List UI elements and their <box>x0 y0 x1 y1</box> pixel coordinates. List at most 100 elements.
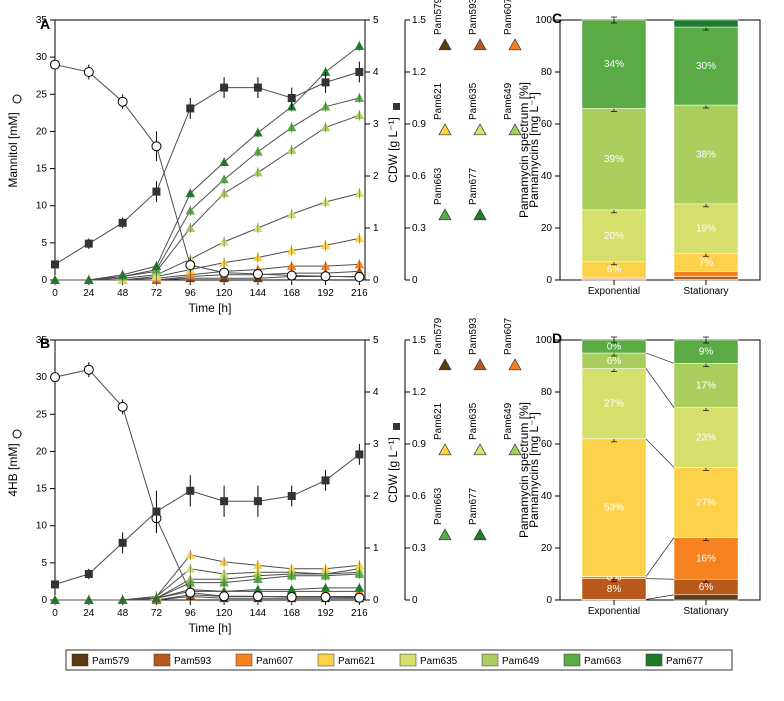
svg-text:Pamamycin spectrum [%]: Pamamycin spectrum [%] <box>517 402 531 538</box>
svg-text:17%: 17% <box>696 381 716 392</box>
svg-text:0.3: 0.3 <box>412 543 426 554</box>
svg-text:6%: 6% <box>699 582 714 593</box>
svg-text:15: 15 <box>36 164 48 175</box>
svg-text:216: 216 <box>351 288 368 299</box>
svg-text:2: 2 <box>373 491 379 502</box>
svg-text:CDW [g L⁻¹]: CDW [g L⁻¹] <box>386 117 400 183</box>
svg-text:27%: 27% <box>604 399 624 410</box>
svg-text:0.9: 0.9 <box>412 439 426 450</box>
svg-text:Pam649: Pam649 <box>503 82 514 120</box>
svg-text:0: 0 <box>41 595 47 606</box>
svg-text:216: 216 <box>351 608 368 619</box>
svg-text:0.6: 0.6 <box>412 171 426 182</box>
svg-text:0: 0 <box>41 275 47 286</box>
svg-text:6%: 6% <box>607 356 622 367</box>
svg-text:0: 0 <box>412 275 418 286</box>
svg-text:120: 120 <box>216 288 233 299</box>
svg-text:24: 24 <box>83 608 95 619</box>
svg-text:100: 100 <box>535 15 552 26</box>
svg-text:7%: 7% <box>699 257 714 268</box>
svg-text:20: 20 <box>36 446 48 457</box>
svg-text:20: 20 <box>36 126 48 137</box>
svg-text:5: 5 <box>41 558 47 569</box>
svg-text:10: 10 <box>36 201 48 212</box>
svg-text:Mannitol [mM]: Mannitol [mM] <box>6 112 20 187</box>
svg-text:Pamamycin spectrum [%]: Pamamycin spectrum [%] <box>517 82 531 218</box>
svg-text:8%: 8% <box>607 584 622 595</box>
svg-text:120: 120 <box>216 608 233 619</box>
svg-text:16%: 16% <box>696 553 716 564</box>
svg-text:34%: 34% <box>604 59 624 70</box>
svg-text:9%: 9% <box>699 347 714 358</box>
svg-text:Pam621: Pam621 <box>433 82 444 120</box>
svg-text:1.2: 1.2 <box>412 67 426 78</box>
svg-text:0: 0 <box>546 595 552 606</box>
svg-text:39%: 39% <box>604 154 624 165</box>
svg-text:15: 15 <box>36 484 48 495</box>
svg-text:Pam663: Pam663 <box>584 656 622 667</box>
svg-text:72: 72 <box>151 288 163 299</box>
svg-text:Pam607: Pam607 <box>503 317 514 355</box>
svg-text:Time [h]: Time [h] <box>189 301 232 315</box>
svg-text:Pam649: Pam649 <box>503 402 514 440</box>
svg-text:192: 192 <box>317 608 334 619</box>
svg-text:2: 2 <box>373 171 379 182</box>
svg-text:23%: 23% <box>696 433 716 444</box>
panel-label-A: A <box>40 16 50 32</box>
svg-text:20: 20 <box>541 543 553 554</box>
svg-text:0.3: 0.3 <box>412 223 426 234</box>
panel-label-C: C <box>552 10 562 26</box>
svg-text:0: 0 <box>373 275 379 286</box>
svg-text:Pam677: Pam677 <box>468 487 479 525</box>
svg-text:4: 4 <box>373 67 379 78</box>
svg-text:40: 40 <box>541 491 553 502</box>
svg-text:0: 0 <box>412 595 418 606</box>
svg-text:Pam635: Pam635 <box>468 82 479 120</box>
figure-root: 024487296120144168192216Time [h]05101520… <box>0 0 784 698</box>
svg-text:Stationary: Stationary <box>683 286 728 297</box>
svg-text:Pam663: Pam663 <box>433 167 444 205</box>
svg-text:5: 5 <box>373 15 379 26</box>
svg-text:Pam677: Pam677 <box>666 656 704 667</box>
svg-text:Pam621: Pam621 <box>338 656 376 667</box>
svg-text:Pam593: Pam593 <box>468 0 479 35</box>
svg-text:Pam579: Pam579 <box>433 317 444 355</box>
panel-label-B: B <box>40 335 50 351</box>
svg-text:30: 30 <box>36 372 48 383</box>
svg-text:30%: 30% <box>696 61 716 72</box>
svg-text:4HB [mM]: 4HB [mM] <box>6 443 20 496</box>
svg-text:Pam635: Pam635 <box>420 656 458 667</box>
svg-text:48: 48 <box>117 288 129 299</box>
panel-label-D: D <box>552 330 562 346</box>
svg-text:Pam649: Pam649 <box>502 656 540 667</box>
svg-text:96: 96 <box>185 288 197 299</box>
svg-text:168: 168 <box>283 608 300 619</box>
svg-text:20%: 20% <box>604 231 624 242</box>
svg-text:0.6: 0.6 <box>412 491 426 502</box>
svg-text:100: 100 <box>535 335 552 346</box>
svg-text:0: 0 <box>52 288 58 299</box>
svg-text:Pam635: Pam635 <box>468 402 479 440</box>
svg-text:5: 5 <box>373 335 379 346</box>
svg-text:Pam677: Pam677 <box>468 167 479 205</box>
svg-text:Pam621: Pam621 <box>433 402 444 440</box>
svg-text:6%: 6% <box>607 265 622 276</box>
svg-text:Pam579: Pam579 <box>433 0 444 35</box>
svg-text:Exponential: Exponential <box>588 286 640 297</box>
svg-text:Pam607: Pam607 <box>256 656 294 667</box>
svg-text:Exponential: Exponential <box>588 606 640 617</box>
svg-text:CDW [g L⁻¹]: CDW [g L⁻¹] <box>386 437 400 503</box>
svg-text:40: 40 <box>541 171 553 182</box>
svg-text:1.2: 1.2 <box>412 387 426 398</box>
svg-text:Time [h]: Time [h] <box>189 621 232 635</box>
svg-text:168: 168 <box>283 288 300 299</box>
svg-text:1: 1 <box>373 223 379 234</box>
svg-text:30: 30 <box>36 52 48 63</box>
svg-text:Pam593: Pam593 <box>174 656 212 667</box>
svg-text:0: 0 <box>373 595 379 606</box>
svg-text:0: 0 <box>52 608 58 619</box>
svg-text:53%: 53% <box>604 503 624 514</box>
svg-text:72: 72 <box>151 608 163 619</box>
svg-text:4: 4 <box>373 387 379 398</box>
svg-text:Pam579: Pam579 <box>92 656 130 667</box>
